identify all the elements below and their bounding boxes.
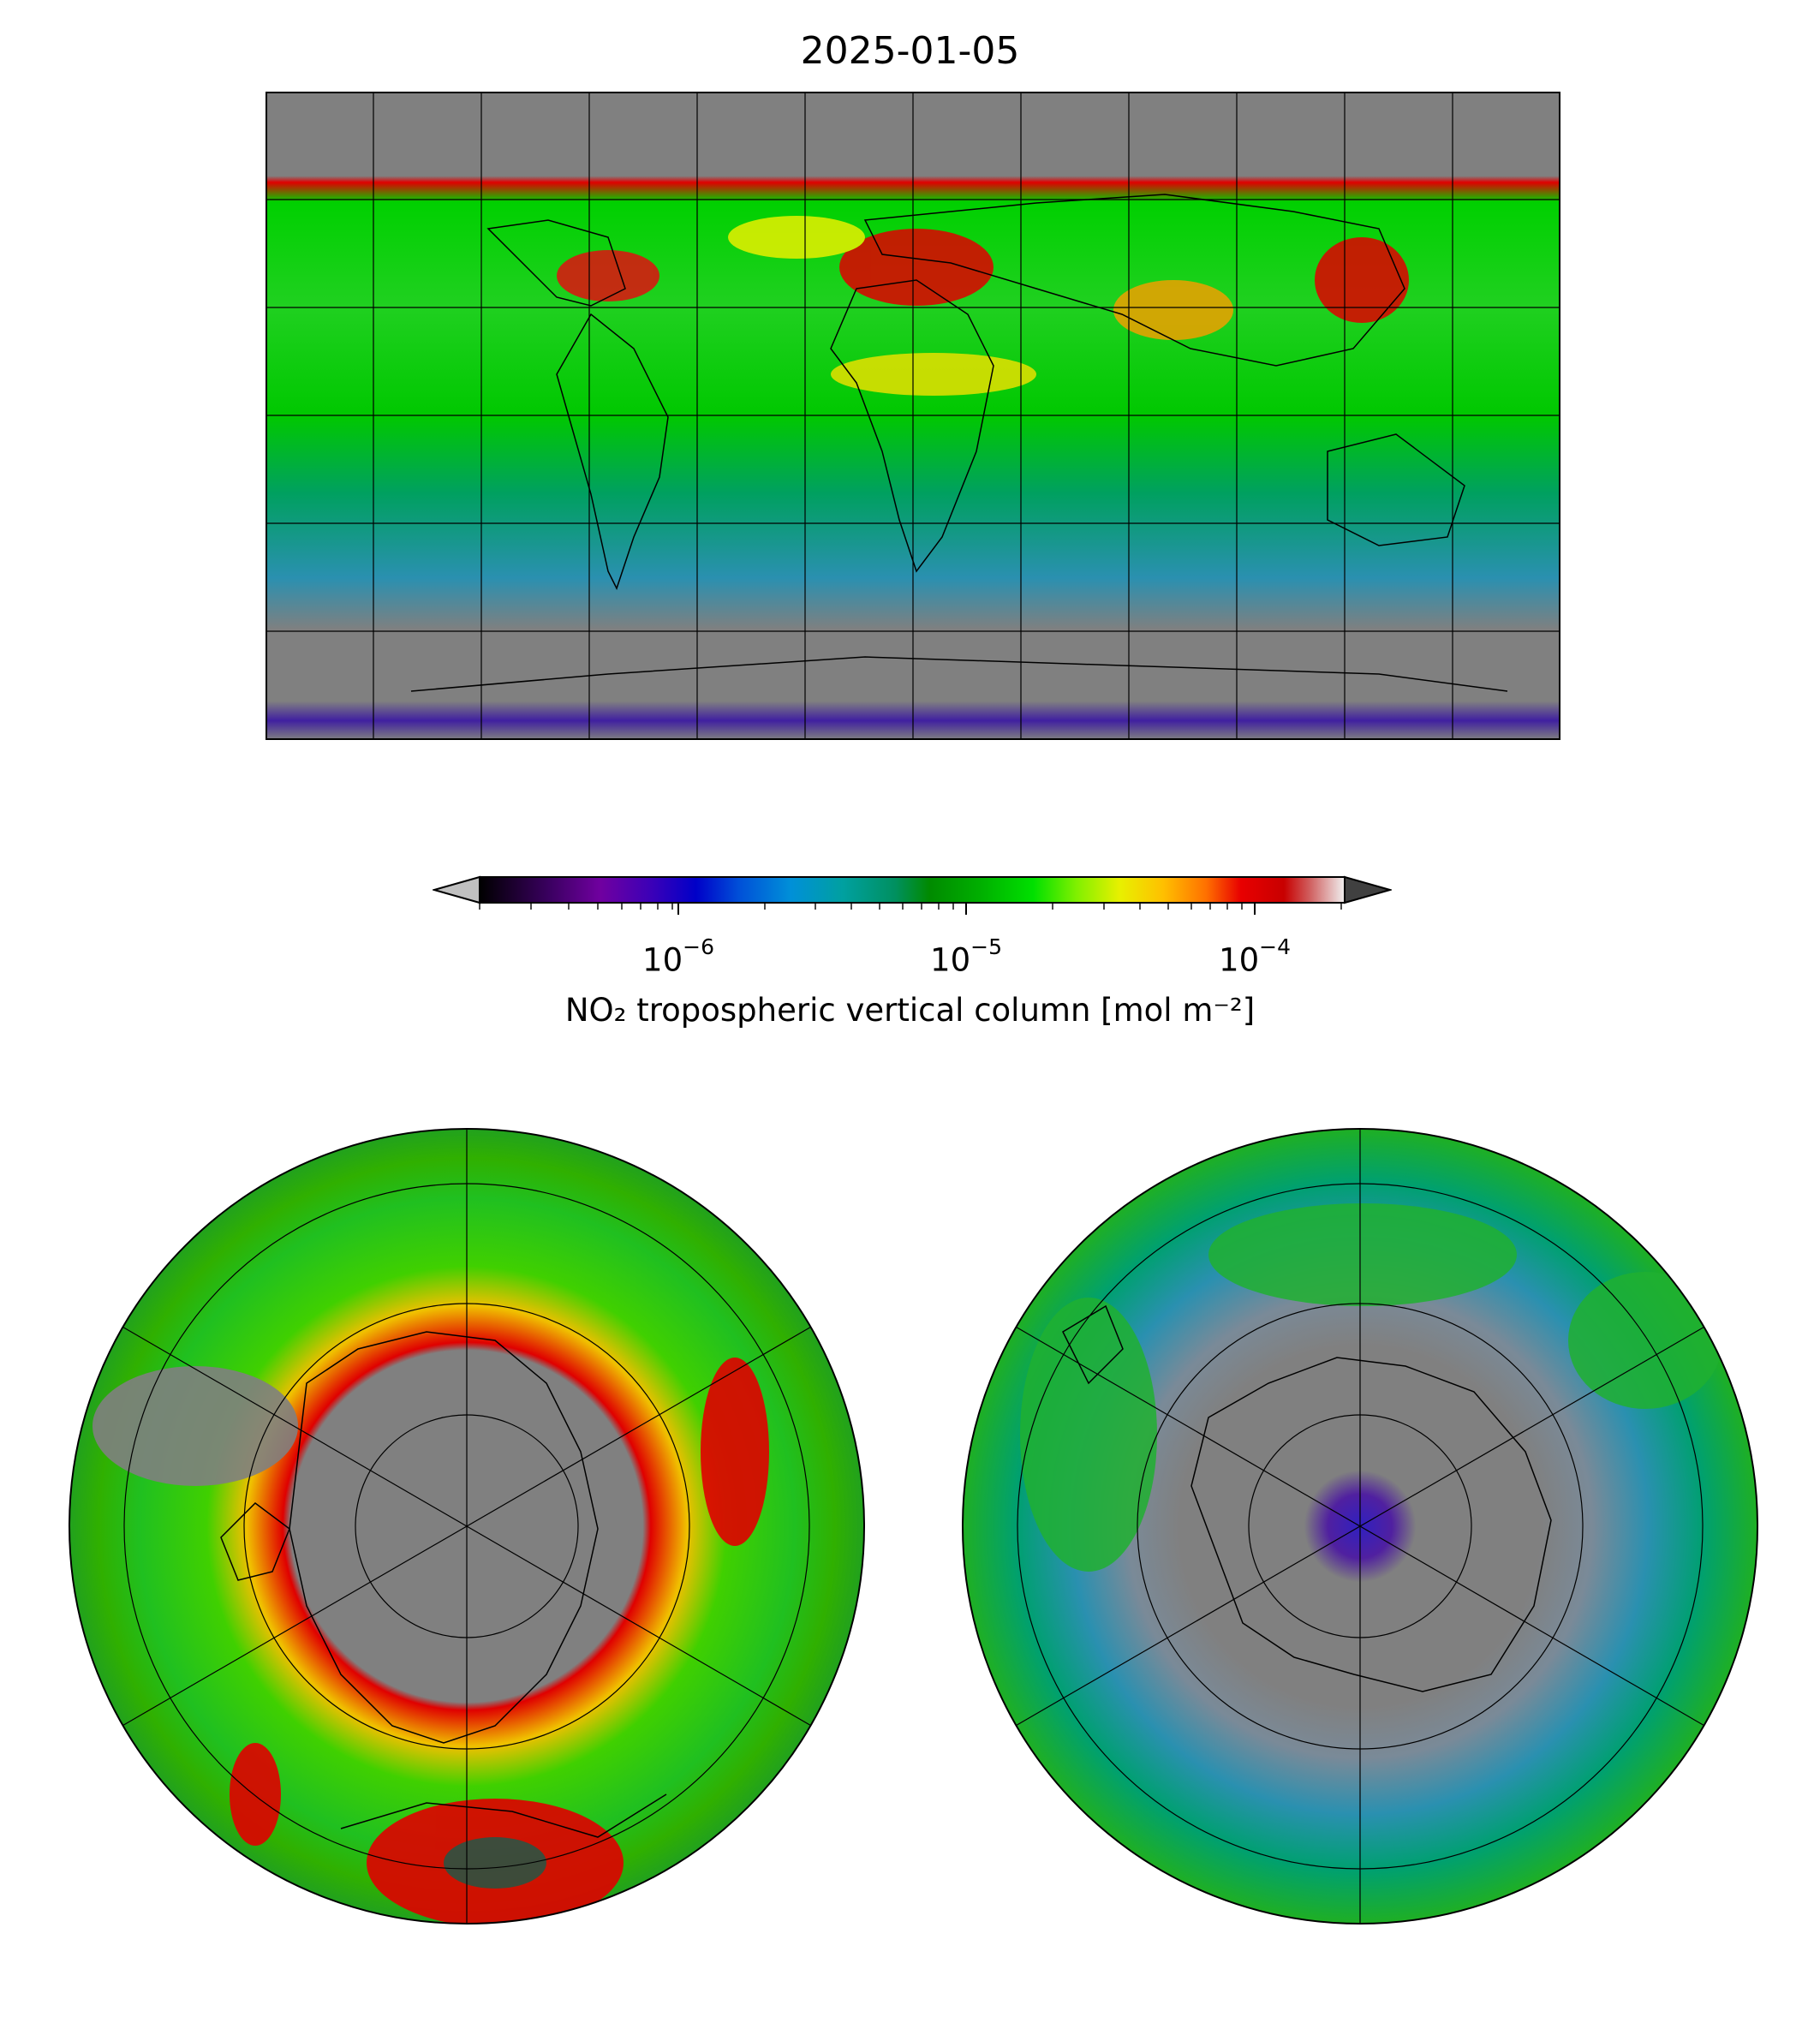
- colorbar-minor-ticks: [479, 903, 1342, 910]
- colorbar-tick-label-1e-6: 10−6: [642, 934, 714, 979]
- north-graticule: [120, 1129, 814, 1924]
- colorbar-label: NO₂ tropospheric vertical column [mol m⁻…: [564, 992, 1256, 1029]
- south-graticule: [1013, 1129, 1707, 1924]
- world-coastlines: [410, 194, 1508, 692]
- north-frame: [69, 1128, 865, 1925]
- south-hotspots: [1020, 1203, 1722, 1572]
- figure-title: 2025-01-05: [800, 29, 1020, 73]
- colorbar-gradient: [479, 876, 1346, 904]
- colorbar-ticks: [677, 903, 1256, 915]
- colorbar-over-arrow: [1344, 875, 1392, 904]
- south-frame: [962, 1128, 1758, 1925]
- world-map: [266, 92, 1560, 740]
- north-hotspots: [92, 1358, 769, 1924]
- south-coastlines: [1062, 1304, 1552, 1692]
- colorbar-tick-label-1e-5: 10−5: [930, 934, 1002, 979]
- world-pollution-hotspots: [557, 216, 1409, 396]
- south-polar-map: [962, 1128, 1758, 1925]
- world-graticule: [266, 92, 1560, 740]
- colorbar-under-arrow: [433, 875, 480, 904]
- north-polar-map: [69, 1128, 865, 1925]
- north-coastlines: [220, 1331, 667, 1838]
- colorbar: [433, 875, 1392, 915]
- colorbar-tick-label-1e-4: 10−4: [1219, 934, 1291, 979]
- world-frame: [266, 92, 1560, 740]
